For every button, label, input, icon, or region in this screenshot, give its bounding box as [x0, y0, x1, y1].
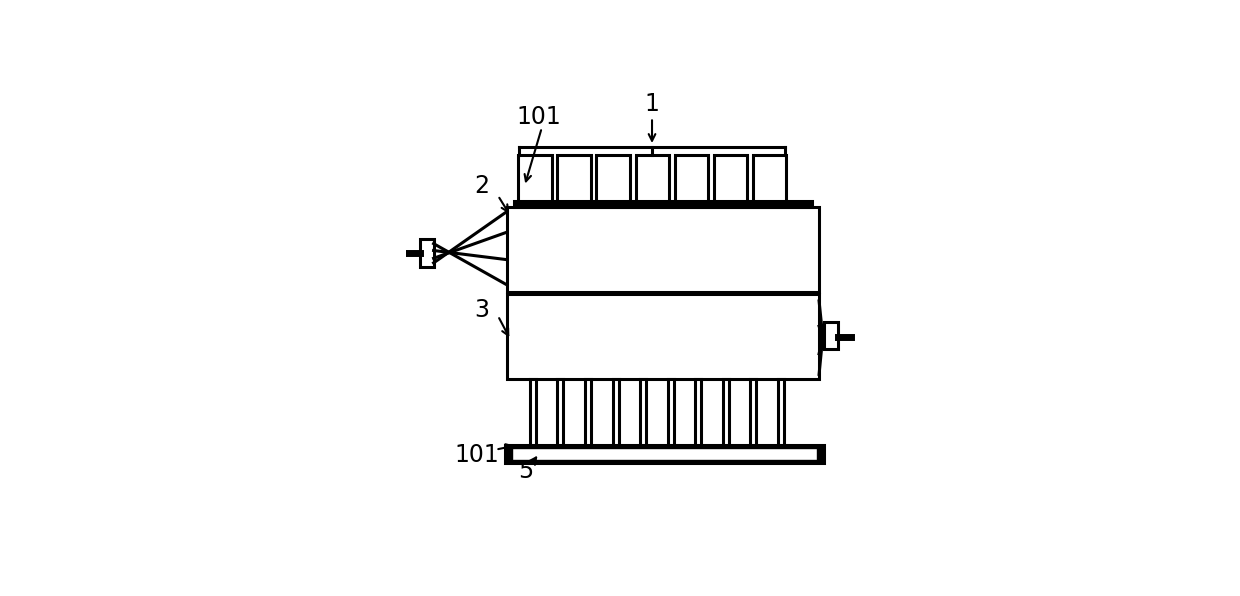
Bar	[518, 155, 552, 201]
Bar	[823, 322, 838, 349]
Bar	[507, 207, 820, 292]
Bar	[507, 294, 820, 379]
Bar	[505, 445, 823, 462]
Bar	[596, 155, 630, 201]
Bar	[635, 155, 668, 201]
Bar	[420, 239, 434, 266]
Bar	[558, 155, 590, 201]
Bar	[585, 379, 591, 446]
Bar	[753, 155, 786, 201]
Text: 101: 101	[455, 443, 500, 467]
Text: 101: 101	[517, 105, 562, 129]
Bar	[777, 379, 784, 446]
Bar	[723, 379, 729, 446]
Bar	[529, 379, 536, 446]
Bar	[640, 379, 646, 446]
Text: 5: 5	[518, 459, 533, 483]
Text: 2: 2	[474, 174, 490, 198]
Bar	[696, 379, 701, 446]
Bar	[613, 379, 619, 446]
Text: 3: 3	[474, 298, 490, 322]
Text: 1: 1	[644, 92, 658, 116]
Bar	[750, 379, 756, 446]
Bar	[675, 155, 708, 201]
Bar	[713, 155, 746, 201]
Bar	[667, 379, 673, 446]
Bar	[558, 379, 563, 446]
Bar	[513, 201, 812, 207]
Bar	[512, 448, 817, 460]
